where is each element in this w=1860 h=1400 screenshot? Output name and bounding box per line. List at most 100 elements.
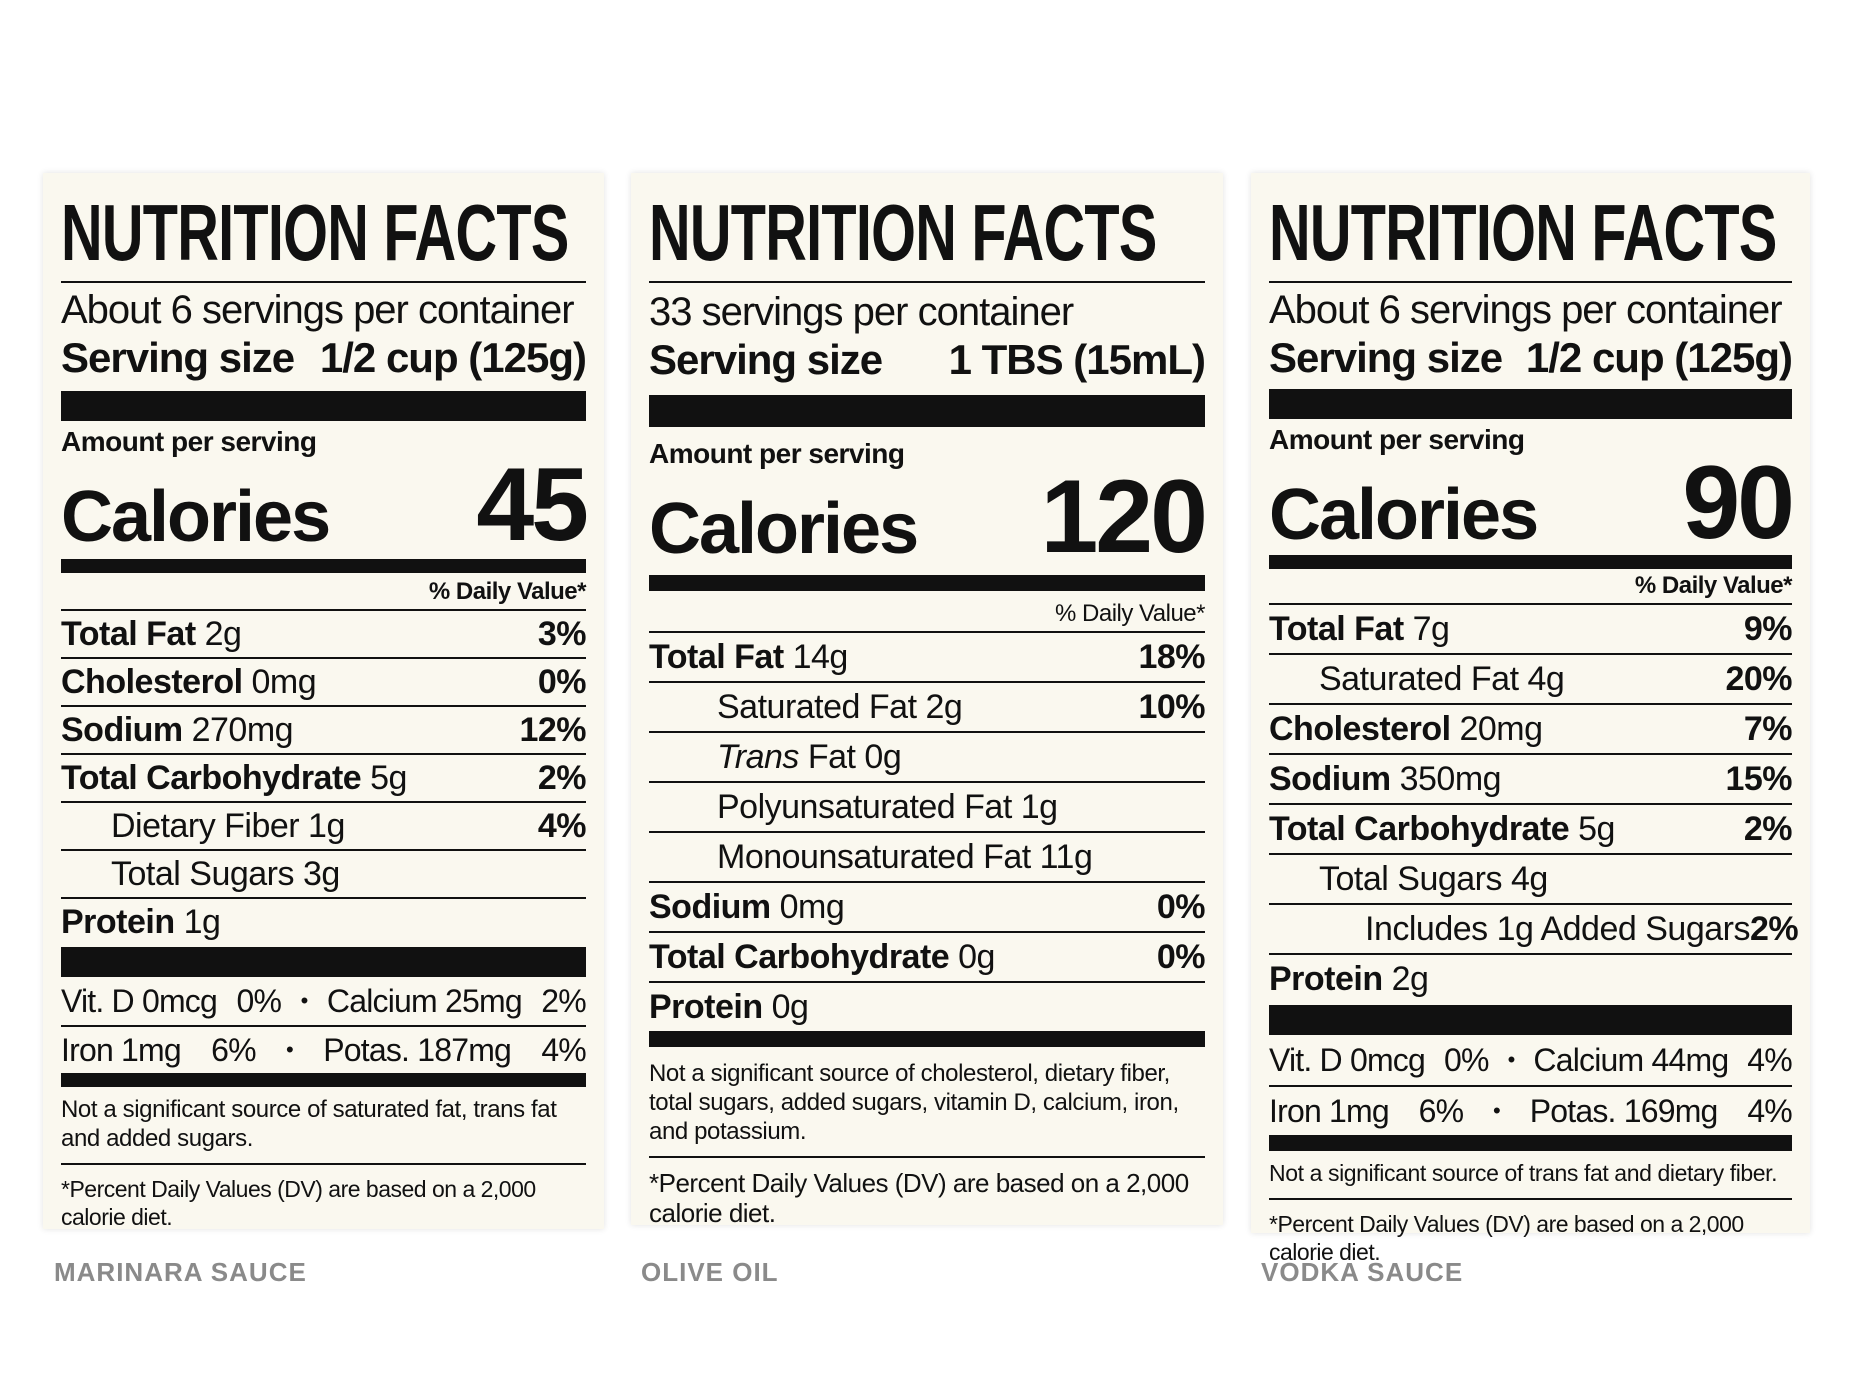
thick-bar (649, 395, 1205, 427)
vitamin-row: Iron 1mg 6% • Potas. 169mg 4% (1269, 1085, 1793, 1135)
nutrient-percent: 7% (1743, 709, 1793, 748)
nutrient-name: Includes 1g Added Sugars (1365, 909, 1750, 948)
nutrient-row: Total Sugars 4g (1269, 853, 1792, 903)
thick-bar (1269, 1005, 1792, 1035)
nutrient-name: Total Fat (61, 614, 196, 653)
vitamin-row: Vit. D 0mcg 0% • Calcium 44mg 4% (1269, 1035, 1793, 1085)
serving-size-label: Serving size (1269, 334, 1503, 381)
vitamin-b-pct: 4% (1747, 1041, 1792, 1078)
nutrient-name: Cholesterol (1269, 709, 1451, 748)
nutrient-amount: 0g (949, 937, 995, 976)
nutrient-amount: 5g (361, 758, 407, 797)
vitamin-a-name: Vit. D 0mcg (1269, 1041, 1426, 1078)
vitamin-a-pct: 6% (211, 1031, 256, 1068)
nutrient-amount: 350mg (1390, 759, 1502, 798)
vitamin-a-pct: 0% (236, 982, 282, 1019)
servings-per-container: About 6 servings per container (61, 288, 575, 332)
nutrient-amount: 0mg (770, 887, 845, 926)
daily-value-header: % Daily Value* (1634, 572, 1793, 599)
servings-per-container: About 6 servings per container (1269, 288, 1783, 332)
calories-value: 90 (1682, 445, 1795, 561)
serving-size-value: 1/2 cup (125g) (1525, 334, 1793, 381)
nutrient-row: Protein 0g (649, 981, 1205, 1031)
daily-value-footnote: *Percent Daily Values (DV) are based on … (1269, 1198, 1792, 1266)
vitamin-b-name: Calcium 44mg (1533, 1041, 1729, 1078)
nutrient-percent: 0% (1156, 937, 1206, 976)
vitamin-b-name: Potas. 169mg (1529, 1092, 1719, 1129)
vitamin-b-name: Calcium 25mg (326, 982, 523, 1019)
vitamin-a-name: Iron 1mg (61, 1031, 182, 1068)
calories-row: Calories 45 (61, 453, 589, 557)
not-significant-note: Not a significant source of trans fat an… (1269, 1160, 1778, 1186)
medium-bar (1269, 555, 1792, 569)
servings-per-container: 33 servings per container (649, 290, 1074, 334)
nutrient-row: Sodium 350mg 15% (1269, 753, 1792, 803)
calories-label: Calories (1269, 475, 1539, 555)
nutrient-name: Sodium (61, 710, 183, 749)
nutrient-amount: 1g (174, 902, 221, 941)
nutrient-name: Total Carbohydrate (1269, 809, 1570, 848)
nutrient-amount: 2g (195, 614, 242, 653)
nutrient-row: Total Carbohydrate 5g 2% (61, 753, 587, 801)
nutrient-row: Dietary Fiber 1g 4% (61, 801, 587, 849)
amount-per-serving: Amount per serving (1269, 424, 1525, 455)
nutrient-amount: 0g (762, 987, 809, 1026)
vitamin-b-pct: 4% (1747, 1092, 1792, 1129)
vitamin-a-pct: 0% (1443, 1041, 1489, 1078)
nutrient-name: Total Carbohydrate (61, 758, 362, 797)
nutrient-percent: 15% (1725, 759, 1792, 798)
nutrient-row: Saturated Fat 2g 10% (649, 681, 1205, 731)
nutrient-name: Total Fat (649, 637, 784, 676)
serving-size-row: Serving size 1 TBS (15mL) (649, 335, 1206, 385)
nutrient-percent: 12% (519, 710, 586, 749)
vitamin-row: Iron 1mg 6% • Potas. 187mg 4% (61, 1025, 587, 1073)
thick-bar (1269, 389, 1792, 419)
nutrient-name: Polyunsaturated Fat 1g (717, 787, 1058, 826)
vitamin-a-pct: 6% (1418, 1092, 1464, 1129)
calories-label: Calories (649, 489, 919, 569)
vitamin-b-pct: 2% (541, 982, 586, 1019)
separator-dot: • (1493, 1098, 1501, 1123)
nutrient-amount: 14g (783, 637, 849, 676)
nutrient-name: Protein (649, 987, 763, 1026)
nutrition-label-vodka-sauce: NUTRITION FACTS About 6 servings per con… (1251, 173, 1810, 1265)
serving-size-value: 1/2 cup (125g) (319, 334, 587, 381)
amount-per-serving: Amount per serving (649, 438, 905, 469)
nutrient-row: Total Fat 14g 18% (649, 631, 1205, 681)
divider (61, 281, 586, 283)
nutrient-row: Cholesterol 0mg 0% (61, 657, 587, 705)
not-significant-note: Not a significant source of saturated fa… (61, 1096, 557, 1152)
label-caption: OLIVE OIL (641, 1257, 779, 1287)
calories-value: 120 (1040, 459, 1208, 575)
nutrient-percent: 3% (537, 614, 587, 653)
nutrient-percent: 2% (537, 758, 587, 797)
vitamin-b-name: Potas. 187mg (323, 1031, 512, 1068)
calories-row: Calories 90 (1269, 445, 1795, 561)
nutrient-percent: 2% (1743, 809, 1793, 848)
nutrient-name: Total Fat (1269, 609, 1404, 648)
separator-dot: • (300, 988, 309, 1013)
nutrient-row: Trans Fat 0g (649, 731, 1205, 781)
nutrient-percent: 4% (537, 806, 587, 845)
nutrient-percent: 10% (1138, 687, 1205, 726)
medium-bar (649, 1031, 1205, 1047)
label-title: NUTRITION FACTS (61, 188, 569, 277)
nutrient-amount: 7g (1403, 609, 1450, 648)
daily-value-footnote: *Percent Daily Values (DV) are based on … (649, 1156, 1205, 1228)
label-title: NUTRITION FACTS (1269, 188, 1777, 277)
nutrient-amount: 20mg (1450, 709, 1543, 748)
serving-size-value: 1 TBS (15mL) (948, 336, 1206, 383)
medium-bar (649, 575, 1205, 591)
calories-label: Calories (61, 477, 331, 557)
nutrient-name: Dietary Fiber 1g (111, 806, 345, 845)
nutrient-amount: Fat 0g (798, 737, 902, 776)
thick-bar (61, 391, 586, 421)
nutrient-name: Saturated Fat 2g (717, 687, 963, 726)
medium-bar (1269, 1135, 1792, 1151)
nutrient-row: Monounsaturated Fat 11g (649, 831, 1205, 881)
nutrient-row: Protein 1g (61, 897, 586, 945)
nutrient-name: Sodium (1269, 759, 1391, 798)
nutrient-row: Sodium 270mg 12% (61, 705, 586, 753)
nutrient-name: Sodium (649, 887, 771, 926)
amount-per-serving: Amount per serving (61, 426, 317, 457)
